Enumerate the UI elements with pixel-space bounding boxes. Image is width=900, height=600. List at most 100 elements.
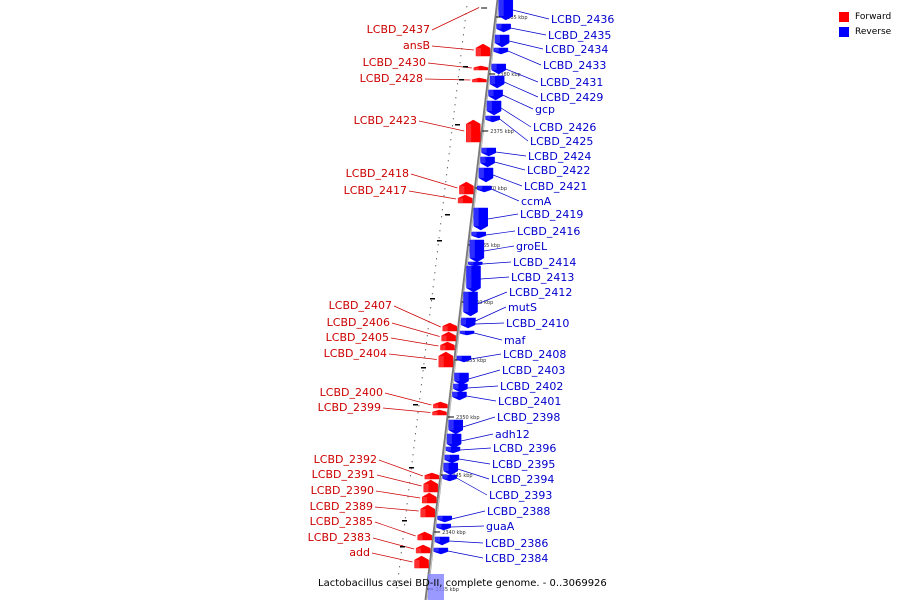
reverse-gene-5-shade [490, 76, 496, 84]
scale-tick-label: 2340 kbp [442, 530, 466, 536]
reverse-gene-5 [489, 75, 505, 89]
forward-gene-label: LCBD_2418 [346, 167, 409, 180]
guide-dot [402, 538, 404, 540]
forward-gene-label: LCBD_2417 [344, 184, 407, 197]
forward-gene-3-shade [472, 79, 478, 82]
guide-dot [450, 139, 452, 141]
reverse-gene-4 [491, 63, 506, 75]
reverse-gene-label: LCBD_2435 [548, 29, 611, 42]
reverse-gene-label: guaA [486, 520, 515, 533]
minor-mark [455, 124, 460, 126]
reverse-gene-26-shade [448, 420, 454, 430]
reverse-gene-label: LCBD_2402 [500, 380, 563, 393]
scale-tick-label: 2345 kbp [449, 473, 473, 479]
reverse-leader-33 [450, 525, 485, 528]
reverse-gene-label: LCBD_2398 [497, 411, 560, 424]
reverse-gene-label: LCBD_2395 [492, 458, 555, 471]
reverse-gene-7-shade [487, 101, 492, 111]
reverse-gene-label: LCBD_2421 [524, 180, 587, 193]
reverse-gene-8 [485, 115, 500, 123]
genome-caption: Lactobacillus casei BD-II, complete geno… [318, 578, 607, 589]
guide-dot [444, 188, 446, 190]
legend-item-reverse: Reverse [839, 24, 891, 39]
reverse-gene-label: LCBD_2388 [487, 505, 550, 518]
scale-tick-label: 2365 kbp [477, 243, 501, 249]
reverse-leader-31 [456, 477, 488, 496]
forward-gene-6-shade [458, 198, 464, 203]
reverse-gene-35-shade [433, 548, 439, 552]
guide-dot [437, 244, 439, 246]
guide-dot [431, 293, 433, 295]
reverse-leader-34 [449, 540, 484, 544]
reverse-gene-9-shade [481, 148, 487, 153]
reverse-gene-4-shade [491, 64, 497, 70]
minor-mark [400, 546, 405, 548]
reverse-gene-label: LCBD_2396 [493, 442, 556, 455]
guide-dot [410, 475, 411, 477]
guide-dot [432, 286, 434, 288]
minor-mark [445, 214, 450, 216]
reverse-gene-11-shade [479, 168, 484, 178]
reverse-gene-29-shade [444, 455, 450, 460]
reverse-gene-1-shade [496, 24, 502, 29]
forward-gene-5-shade [459, 186, 465, 194]
reverse-leader-21 [473, 332, 503, 341]
reverse-gene-1 [496, 23, 511, 33]
reverse-gene-3 [493, 47, 509, 55]
reverse-gene-7 [486, 100, 502, 116]
minor-mark [463, 66, 468, 68]
reverse-gene-13 [473, 207, 488, 231]
reverse-gene-label: LCBD_2422 [527, 164, 590, 177]
reverse-gene-8-shade [485, 116, 491, 120]
forward-gene-6 [457, 194, 473, 204]
reverse-gene-14-shade [471, 232, 477, 236]
guide-dot [441, 209, 443, 211]
reverse-gene-label: LCBD_2414 [513, 256, 576, 269]
reverse-gene-label: adh12 [495, 428, 530, 441]
reverse-gene-23 [454, 372, 469, 386]
forward-gene-9-shade [440, 345, 446, 350]
reverse-gene-28 [445, 446, 461, 454]
reverse-leader-20 [475, 322, 505, 325]
forward-gene-2-shade [473, 67, 479, 70]
forward-gene-19 [414, 555, 429, 569]
reverse-leader-29 [458, 458, 491, 465]
reverse-gene-28-shade [446, 447, 451, 451]
reverse-gene-0-shade [498, 0, 504, 16]
reverse-leader-32 [451, 510, 486, 520]
forward-gene-1-shade [476, 48, 481, 56]
reverse-gene-15-shade [469, 240, 475, 258]
guide-dot [431, 300, 432, 302]
forward-gene-label: LCBD_2437 [367, 23, 430, 36]
reverse-gene-29 [444, 454, 460, 464]
reverse-gene-22 [456, 355, 472, 363]
guide-dot [423, 363, 425, 365]
guide-dot [400, 552, 402, 554]
forward-gene-label: LCBD_2389 [310, 500, 373, 513]
reverse-gene-label: LCBD_2393 [489, 489, 552, 502]
forward-leader-8 [391, 322, 440, 337]
forward-gene-label: LCBD_2392 [314, 453, 377, 466]
forward-leader-12 [382, 407, 431, 413]
reverse-gene-label: maf [504, 334, 526, 347]
forward-gene-10 [438, 351, 454, 368]
forward-leader-4 [418, 120, 465, 132]
reverse-gene-30-shade [443, 463, 449, 471]
legend: Forward Reverse [839, 9, 891, 39]
reverse-gene-18-shade [463, 292, 469, 312]
scale-tick-label: 2350 kbp [456, 415, 480, 421]
reverse-gene-12-shade [477, 186, 483, 190]
forward-gene-12 [432, 409, 447, 416]
guide-dot [451, 132, 453, 134]
reverse-gene-label: LCBD_2424 [528, 150, 591, 163]
reverse-gene-31 [442, 474, 457, 482]
guide-dot [404, 517, 406, 519]
forward-gene-label: LCBD_2406 [327, 316, 390, 329]
reverse-gene-6-shade [488, 90, 494, 96]
guide-dot [418, 405, 420, 407]
guide-dot [424, 356, 426, 358]
reverse-gene-0 [498, 0, 514, 21]
guide-dot [457, 83, 459, 85]
reverse-leader-8 [499, 118, 529, 142]
